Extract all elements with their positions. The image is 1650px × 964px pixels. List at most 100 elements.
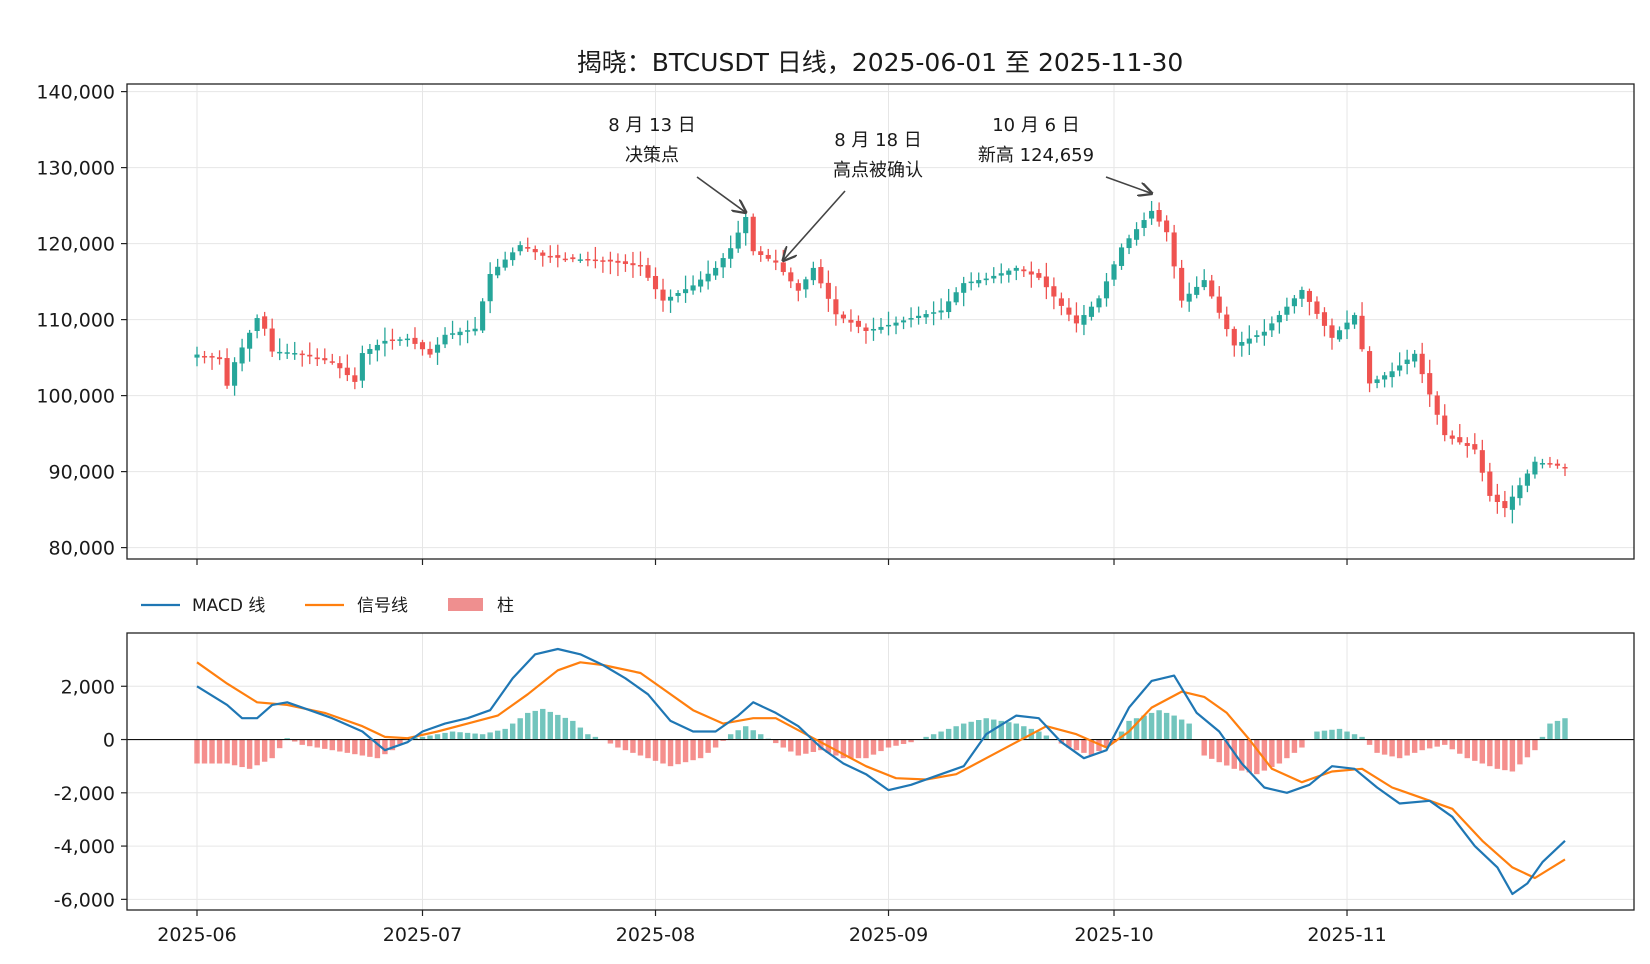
candle-body bbox=[1254, 335, 1260, 337]
macd-hist-bar bbox=[1389, 739, 1395, 757]
chart-title: 揭晓：BTCUSDT 日线，2025-06-01 至 2025-11-30 bbox=[577, 48, 1184, 77]
candle-body bbox=[344, 367, 350, 376]
macd-histogram bbox=[194, 708, 1568, 775]
macd-hist-bar bbox=[292, 739, 298, 742]
macd-hist-bar bbox=[1224, 739, 1230, 766]
macd-hist-bar bbox=[359, 739, 366, 756]
candle-body bbox=[562, 258, 568, 261]
candlestick-series bbox=[194, 200, 1568, 524]
candle-body bbox=[480, 301, 486, 331]
candle-body bbox=[976, 280, 982, 284]
candle-body bbox=[457, 331, 463, 336]
candle-body bbox=[404, 338, 411, 341]
macd-hist-bar bbox=[449, 731, 456, 740]
macd-hist-bar bbox=[1487, 739, 1493, 767]
candle-body bbox=[878, 326, 884, 330]
candle-body bbox=[1457, 437, 1463, 443]
price-y-tick-label: 80,000 bbox=[49, 538, 115, 560]
candle-body bbox=[1562, 466, 1568, 469]
macd-hist-bar bbox=[930, 734, 937, 740]
macd-hist-bar bbox=[1284, 739, 1290, 759]
macd-hist-bar bbox=[938, 731, 944, 740]
macd-hist-bar bbox=[803, 739, 809, 754]
candle-body bbox=[743, 217, 749, 234]
macd-hist-bar bbox=[284, 738, 290, 740]
candle-body bbox=[1472, 444, 1478, 450]
candle-body bbox=[1231, 328, 1237, 346]
candle-body bbox=[1134, 229, 1140, 240]
candle-body bbox=[465, 330, 471, 332]
macd-hist-bar bbox=[307, 739, 313, 747]
macd-y-tick-label: -6,000 bbox=[54, 889, 115, 911]
candle-body bbox=[397, 339, 403, 341]
candle-body bbox=[359, 353, 365, 381]
candle-body bbox=[1344, 322, 1350, 330]
candle-body bbox=[1051, 286, 1057, 297]
macd-hist-bar bbox=[540, 708, 546, 740]
candle-body bbox=[1276, 315, 1282, 323]
macd-hist-bar bbox=[1178, 719, 1185, 740]
macd-hist-bar bbox=[231, 739, 238, 766]
candle-body bbox=[412, 337, 418, 344]
macd-hist-bar bbox=[1494, 739, 1501, 769]
candle-body bbox=[1554, 463, 1561, 466]
candle-body bbox=[201, 356, 208, 358]
macd-hist-bar bbox=[1479, 739, 1486, 764]
price-plot-frame bbox=[126, 83, 1635, 560]
macd-hist-bar bbox=[1276, 739, 1283, 764]
candle-body bbox=[1359, 315, 1365, 350]
macd-hist-bar bbox=[487, 732, 493, 740]
macd-hist-bar bbox=[870, 739, 877, 755]
macd-x-tick-label: 2025-10 bbox=[1074, 924, 1153, 946]
candle-body bbox=[1502, 501, 1508, 509]
macd-hist-bar bbox=[855, 739, 862, 759]
candle-body bbox=[1216, 296, 1222, 313]
candle-body bbox=[840, 314, 846, 319]
macd-hist-bar bbox=[1419, 739, 1425, 751]
candle-body bbox=[900, 320, 907, 323]
macd-hist-bar bbox=[1081, 739, 1087, 753]
candle-body bbox=[863, 327, 869, 331]
candle-body bbox=[991, 275, 997, 279]
candle-body bbox=[848, 319, 854, 323]
macd-hist-bar bbox=[194, 739, 200, 764]
macd-y-tick-label: 0 bbox=[103, 730, 115, 752]
macd-hist-bar bbox=[833, 739, 839, 756]
macd-hist-bar bbox=[1163, 712, 1170, 740]
macd-hist-bar bbox=[960, 723, 967, 740]
candle-body bbox=[1351, 315, 1358, 325]
macd-hist-bar bbox=[1148, 712, 1155, 740]
candle-body bbox=[615, 260, 621, 263]
legend-hist-label: 柱 bbox=[497, 596, 514, 616]
macd-legend: MACD 线 信号线 柱 bbox=[141, 596, 514, 616]
macd-hist-bar bbox=[720, 739, 726, 741]
macd-hist-bar bbox=[945, 728, 952, 740]
macd-hist-bar bbox=[1547, 723, 1553, 740]
macd-hist-bar bbox=[863, 739, 869, 759]
candle-body bbox=[277, 351, 283, 354]
macd-plot-frame bbox=[126, 632, 1635, 911]
candle-body bbox=[998, 273, 1004, 276]
candle-body bbox=[1321, 312, 1328, 326]
candle-body bbox=[382, 340, 388, 344]
candle-body bbox=[667, 296, 674, 301]
candle-body bbox=[1201, 280, 1207, 288]
macd-hist-bar bbox=[269, 739, 275, 759]
macd-hist-bar bbox=[1374, 739, 1380, 753]
macd-hist-bar bbox=[1299, 739, 1305, 748]
candle-body bbox=[1427, 373, 1433, 395]
candle-body bbox=[434, 344, 441, 353]
macd-hist-bar bbox=[261, 739, 268, 762]
candle-body bbox=[284, 352, 290, 354]
macd-hist-bar bbox=[562, 717, 569, 740]
macd-x-tick-label: 2025-09 bbox=[849, 924, 928, 946]
macd-hist-bar bbox=[727, 734, 734, 740]
macd-hist-bar bbox=[1171, 715, 1177, 740]
legend-macd-label: MACD 线 bbox=[192, 596, 265, 616]
candle-body bbox=[525, 247, 531, 249]
macd-hist-bar bbox=[742, 726, 749, 740]
macd-hist-bar bbox=[577, 727, 584, 740]
candle-body bbox=[908, 318, 914, 320]
